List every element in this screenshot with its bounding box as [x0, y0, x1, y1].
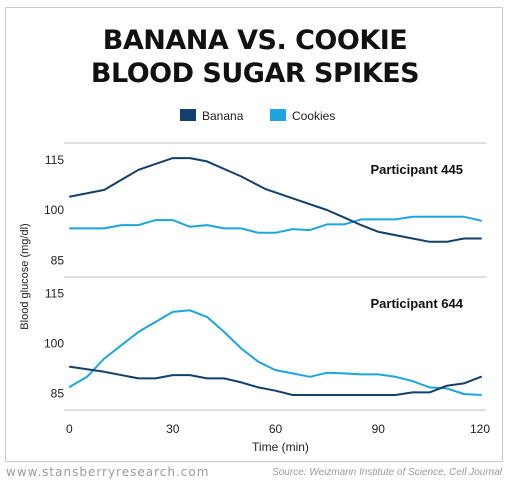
chart-frame — [5, 7, 503, 462]
panel-1: 85 100 115 Participant 445 — [44, 142, 486, 278]
series-line-cookies — [69, 309, 482, 396]
y-tick-label-100: 100 — [44, 337, 64, 351]
series-line-cookies — [69, 215, 482, 234]
y-axis-label: Blood glucose (mg/dl) — [19, 223, 31, 329]
y-tick-label-85: 85 — [51, 386, 65, 400]
x-tick-label-0: 0 — [66, 422, 73, 436]
panel-label: Participant 644 — [371, 296, 464, 311]
y-tick-label-115: 115 — [45, 287, 64, 301]
x-tick-label-90: 90 — [372, 422, 386, 436]
x-axis-label: Time (min) — [252, 440, 309, 454]
legend-label-banana: Banana — [202, 109, 244, 123]
series-line-banana — [69, 365, 482, 396]
legend-swatch-cookies — [270, 109, 286, 121]
chart-title-line-2: BLOOD SUGAR SPIKES — [90, 58, 420, 89]
footer-website: www.stansberryresearch.com — [6, 465, 210, 479]
y-tick-label-100: 100 — [44, 203, 64, 217]
x-tick-label-60: 60 — [269, 422, 283, 436]
legend-swatch-banana — [180, 109, 196, 121]
legend-label-cookies: Cookies — [292, 109, 335, 123]
axes: Blood glucose (mg/dl) Time (min) 0 30 60 90 12… — [19, 223, 490, 454]
x-tick-label-120: 120 — [470, 422, 490, 436]
legend: Banana Cookies — [180, 109, 335, 123]
series-line-banana — [69, 157, 482, 243]
panel-2: 85 100 115 Participant 644 — [44, 287, 486, 411]
y-tick-label-115: 115 — [45, 153, 64, 167]
chart-title-line-1: BANANA VS. COOKIE — [102, 25, 408, 56]
x-tick-label-30: 30 — [166, 422, 180, 436]
chart-panels: 85 100 115 Participant 445 85 100 115 Participa… — [44, 142, 486, 411]
footer-source: Source: Weizmann Institute of Science, C… — [272, 467, 502, 478]
panel-label: Participant 445 — [371, 162, 464, 177]
y-tick-label-85: 85 — [51, 253, 65, 267]
